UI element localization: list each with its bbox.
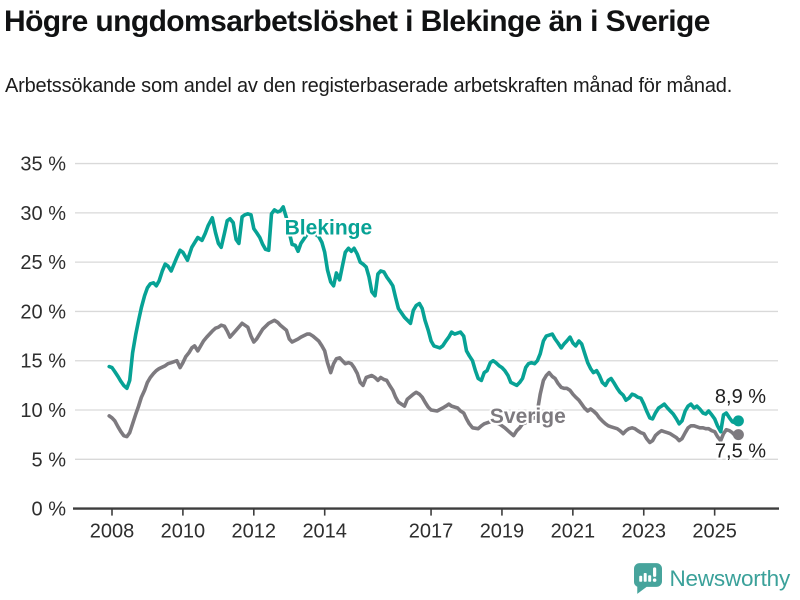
annotation-7-5-: 7,5 % <box>715 440 766 462</box>
brand-footer: Newsworthy <box>634 563 790 594</box>
y-tick-label: 5 % <box>32 449 67 471</box>
x-tick-label: 2014 <box>302 521 347 543</box>
chart-subtitle: Arbetssökande som andel av den registerb… <box>5 75 733 97</box>
y-tick-label: 35 % <box>20 154 66 176</box>
annotation-blekinge: Blekinge <box>285 217 373 240</box>
y-tick-label: 0 % <box>32 499 67 521</box>
y-tick-label: 20 % <box>20 301 66 323</box>
x-tick-label: 2025 <box>692 521 737 543</box>
x-tick-label: 2021 <box>551 521 596 543</box>
annotation-8-9-: 8,9 % <box>715 386 766 408</box>
y-tick-label: 30 % <box>20 203 66 225</box>
x-tick-label: 2010 <box>161 521 206 543</box>
blekinge-line <box>107 205 741 434</box>
y-tick-label: 25 % <box>20 252 66 274</box>
x-tick-label: 2008 <box>90 521 135 543</box>
annotation-sverige: Sverige <box>490 405 566 428</box>
newsworthy-wordmark: Newsworthy <box>669 565 790 591</box>
x-tick-label: 2012 <box>232 521 277 543</box>
blekinge-end-dot <box>732 415 744 427</box>
x-tick-label: 2023 <box>622 521 667 543</box>
sverige-line <box>107 318 741 445</box>
x-tick-label: 2019 <box>480 521 525 543</box>
x-tick-label: 2017 <box>409 521 454 543</box>
newsworthy-logo-icon <box>634 563 663 594</box>
y-tick-label: 10 % <box>20 400 66 422</box>
y-tick-label: 15 % <box>20 351 66 373</box>
page-title: Högre ungdomsarbetslöshet i Blekinge än … <box>4 5 710 38</box>
sverige-end-dot <box>732 429 744 441</box>
chart-header: Högre ungdomsarbetslöshet i Blekinge än … <box>4 5 710 40</box>
